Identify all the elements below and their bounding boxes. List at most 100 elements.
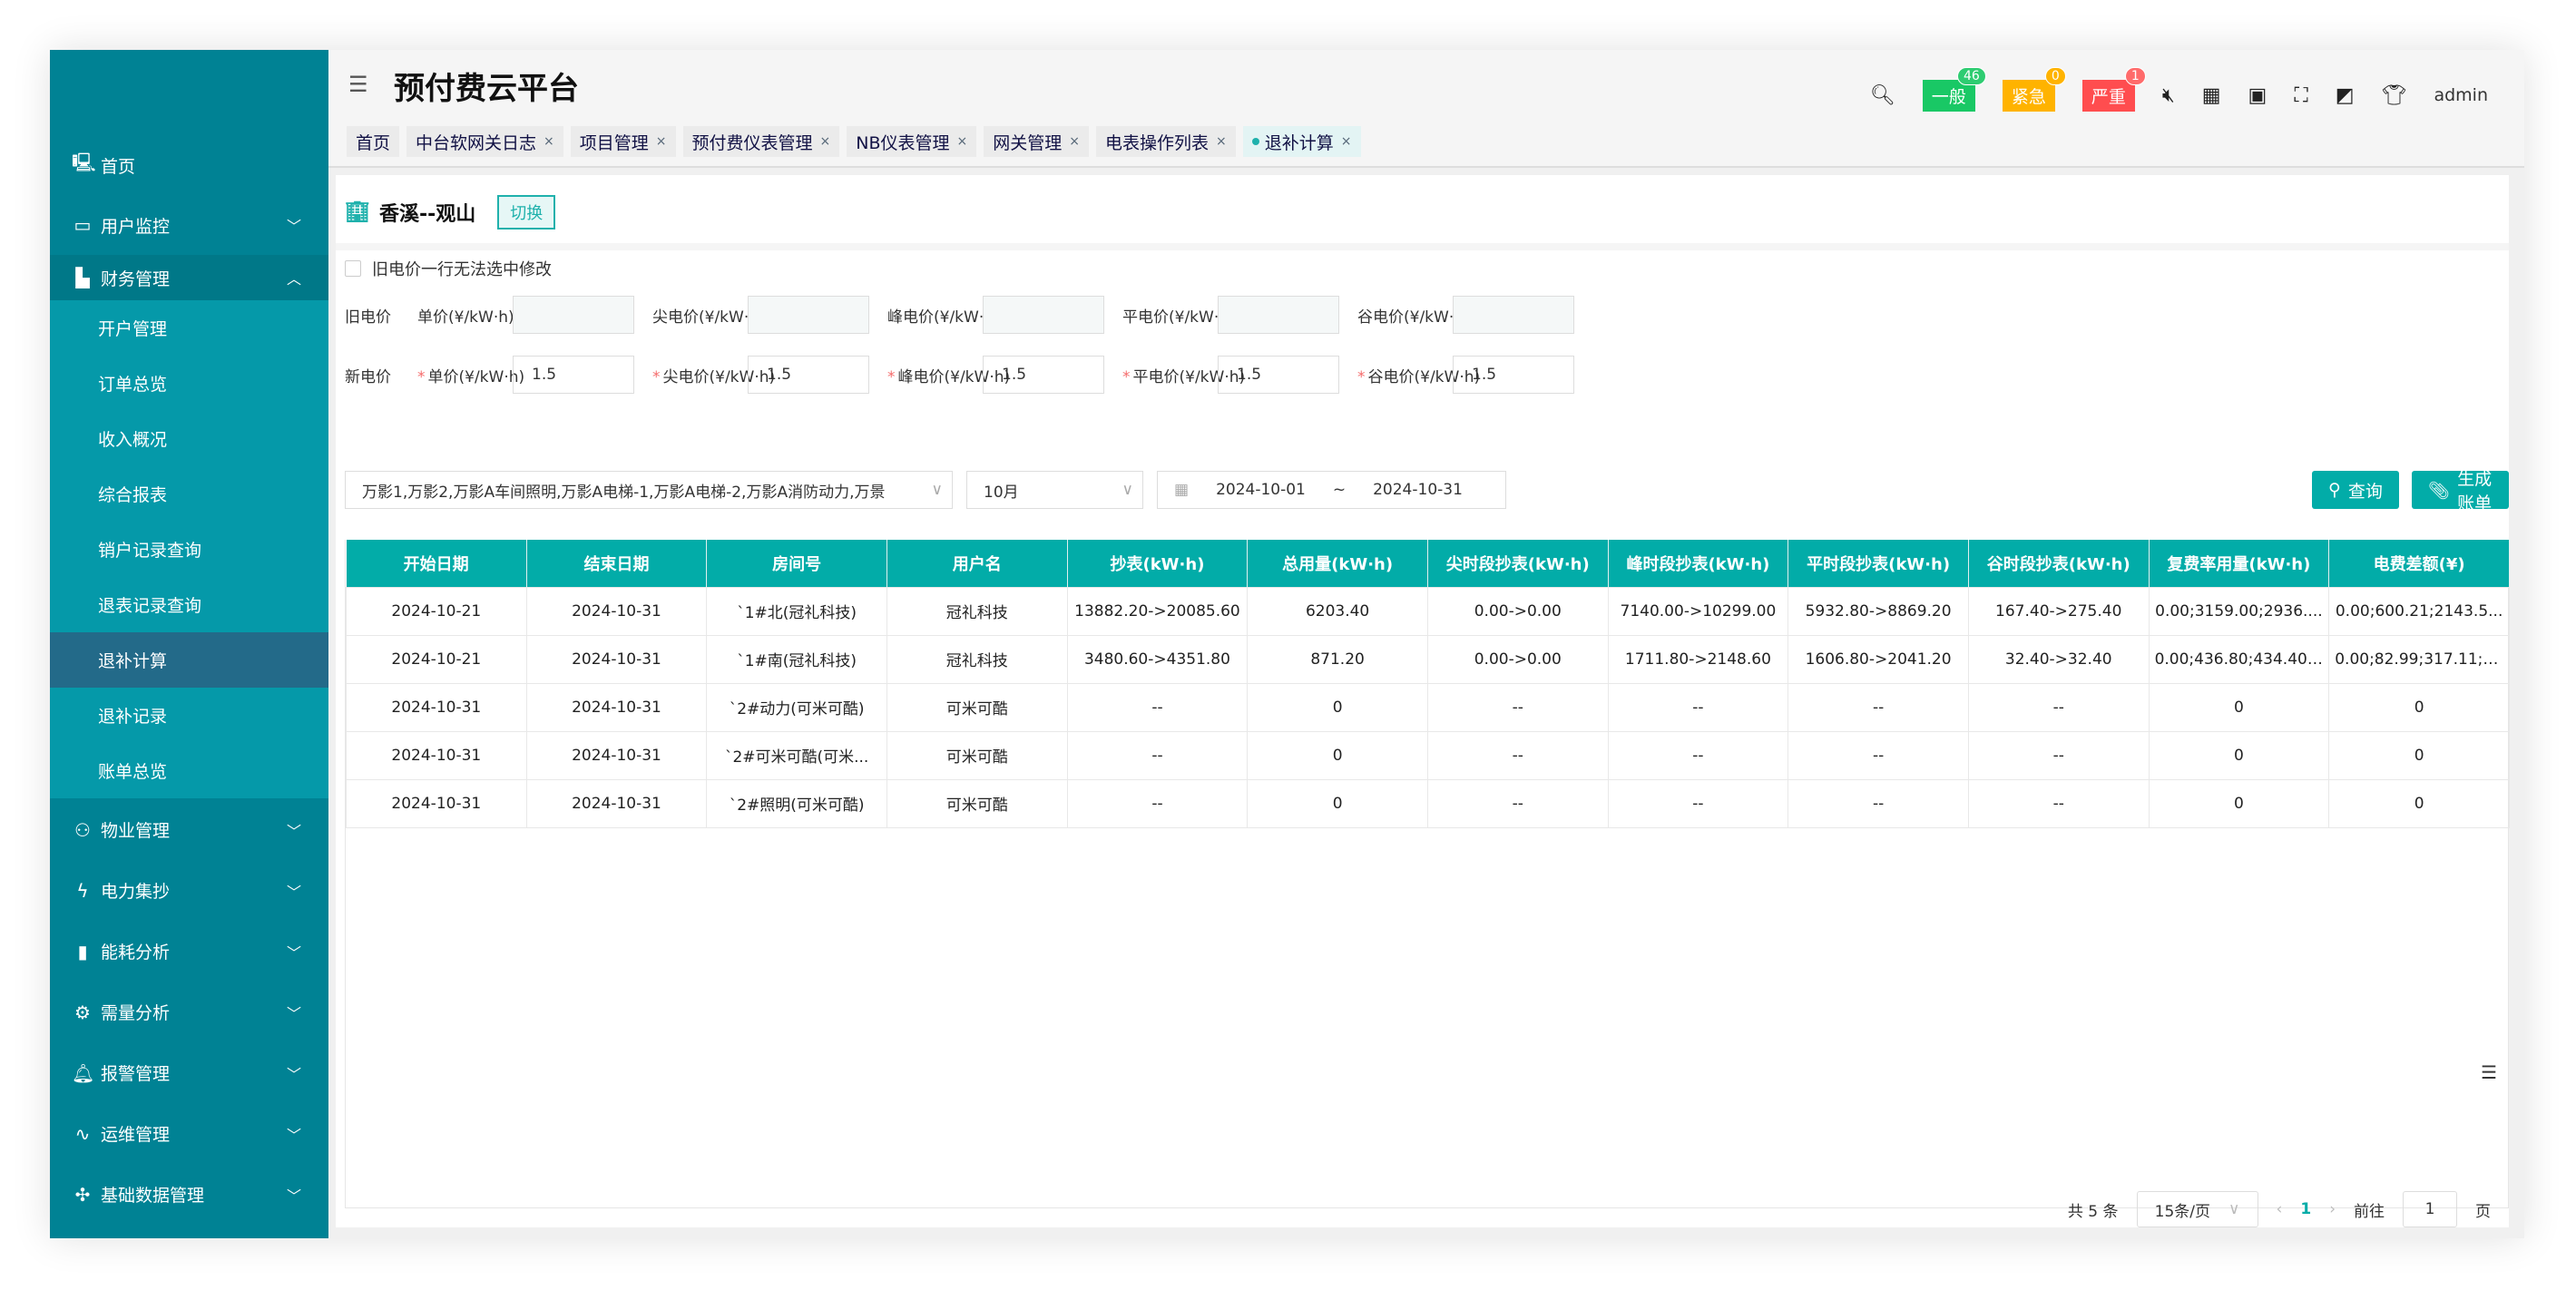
tab-退补计算[interactable]: 退补计算 × <box>1242 126 1361 157</box>
column-header[interactable]: 谷时段抄表(kW·h) <box>1968 540 2150 587</box>
dashboard-icon[interactable]: ▣ <box>2248 83 2267 107</box>
prev-page-icon[interactable]: ‹ <box>2276 1200 2283 1218</box>
sidebar-item-用户监控[interactable]: ▭ 用户监控 ﹀ <box>50 195 328 255</box>
table-cell: -- <box>1788 730 1969 780</box>
sidebar-item-首页[interactable]: 🖳 首页 <box>50 135 328 195</box>
close-icon[interactable]: × <box>544 134 554 149</box>
close-icon[interactable]: × <box>1216 134 1227 149</box>
table-cell: 0 <box>1247 778 1428 828</box>
table-row[interactable]: 2024-10-21 2024-10-31 `1#北(冠礼科技) 冠礼科技 13882.… <box>346 586 2510 636</box>
tab-预付费仪表管理[interactable]: 预付费仪表管理 × <box>682 126 840 157</box>
page-number[interactable]: 1 <box>2300 1200 2312 1218</box>
goto-page-input[interactable]: 1 <box>2403 1191 2457 1227</box>
sidebar-item-财务管理[interactable]: ▙ 财务管理 ︿ <box>50 255 328 300</box>
sidebar-item-运维管理[interactable]: ∿ 运维管理 ﹀ <box>50 1103 328 1164</box>
menu-toggle-icon[interactable]: ☰ <box>348 72 368 97</box>
month-select[interactable]: 10月 ∨ <box>966 471 1143 509</box>
table-cell: -- <box>1066 778 1249 828</box>
close-icon[interactable]: × <box>1069 134 1080 149</box>
sidebar-item-需量分析[interactable]: ⚙ 需量分析 ﹀ <box>50 982 328 1042</box>
price-input[interactable]: 1.5 <box>1218 356 1339 394</box>
column-header[interactable]: 房间号 <box>706 540 887 587</box>
generate-bill-button[interactable]: 📎︎ 生成账单 <box>2412 469 2509 513</box>
column-header[interactable]: 开始日期 <box>346 540 527 587</box>
tab-网关管理[interactable]: 网关管理 × <box>984 126 1089 157</box>
checkbox[interactable] <box>345 260 361 277</box>
price-field: 尖电价(¥/kW·h) <box>652 296 869 334</box>
sidebar-subitem[interactable]: 退补记录 <box>50 688 328 743</box>
column-header[interactable]: 峰时段抄表(kW·h) <box>1608 540 1789 587</box>
sidebar-subitem[interactable]: 开户管理 <box>50 300 328 356</box>
close-icon[interactable]: × <box>655 134 667 149</box>
sidebar-item-电力集抄[interactable]: ϟ 电力集抄 ﹀ <box>50 860 328 921</box>
alert-severe-badge[interactable]: 严重 1 <box>2081 66 2146 112</box>
column-settings-icon[interactable]: ☰ <box>2481 1061 2497 1083</box>
required-mark: * <box>887 367 896 386</box>
tab-NB仪表管理[interactable]: NB仪表管理 × <box>847 126 977 157</box>
query-button[interactable]: ⚲ 查询 <box>2312 471 2399 509</box>
sidebar-item-报警管理[interactable]: 🔔︎ 报警管理 ﹀ <box>50 1042 328 1103</box>
next-page-icon[interactable]: › <box>2329 1200 2336 1218</box>
sidebar-subitem[interactable]: 退补计算 <box>50 632 328 688</box>
table-row[interactable]: 2024-10-31 2024-10-31 `2#可米可酷(可米... 可米可酷 -- 0… <box>346 730 2510 780</box>
end-date[interactable]: 2024-10-31 <box>1373 481 1463 499</box>
column-header[interactable]: 复费率用量(kW·h) <box>2149 540 2330 587</box>
fullscreen-icon[interactable]: ⛶ <box>2294 83 2308 107</box>
price-input[interactable]: 1.5 <box>513 356 634 394</box>
column-header[interactable]: 平时段抄表(kW·h) <box>1788 540 1969 587</box>
meter-select[interactable]: 万影1,万影2,万影A车间照明,万影A电梯-1,万影A电梯-2,万影A消防动力,… <box>345 471 953 509</box>
column-header[interactable]: 电费差额(¥) <box>2328 540 2510 587</box>
qrcode-icon[interactable]: ▦ <box>2201 83 2221 107</box>
sidebar-subitem[interactable]: 销户记录查询 <box>50 522 328 577</box>
total-count: 共 5 条 <box>2067 1202 2119 1221</box>
switch-project-button[interactable]: 切换 <box>497 195 556 230</box>
chevron-down-icon: ﹀ <box>286 1004 301 1022</box>
price-input[interactable]: 1.5 <box>748 356 869 394</box>
sidebar-subitem[interactable]: 退表记录查询 <box>50 577 328 632</box>
price-input[interactable]: 1.5 <box>1453 356 1574 394</box>
close-icon[interactable]: × <box>1340 134 1352 149</box>
column-header[interactable]: 结束日期 <box>526 540 708 587</box>
tab-电表操作列表[interactable]: 电表操作列表 × <box>1096 126 1236 157</box>
sidebar-item-基础数据管理[interactable]: ✣ 基础数据管理 ﹀ <box>50 1164 328 1225</box>
screen-icon: ▭ <box>73 214 92 236</box>
tab-项目管理[interactable]: 项目管理 × <box>570 126 676 157</box>
date-range-picker[interactable]: ▦ 2024-10-01 ~2024-10-31 <box>1157 471 1506 509</box>
user-name[interactable]: admin <box>2434 85 2488 105</box>
start-date[interactable]: 2024-10-01 <box>1216 481 1306 499</box>
alert-urgent-badge[interactable]: 紧急 0 <box>2002 66 2066 112</box>
close-icon[interactable]: × <box>819 134 831 149</box>
sidebar-subitem[interactable]: 订单总览 <box>50 356 328 411</box>
language-icon[interactable]: ◩ <box>2335 83 2355 107</box>
old-price-lock-checkbox[interactable]: 旧电价一行无法选中修改 <box>345 257 552 280</box>
price-label-text: 峰电价(¥/kW·h) <box>887 308 1000 327</box>
table-row[interactable]: 2024-10-31 2024-10-31 `2#动力(可米可酷) 可米可酷 -- 0 --… <box>346 682 2510 732</box>
table-row[interactable]: 2024-10-31 2024-10-31 `2#照明(可米可酷) 可米可酷 -- 0 --… <box>346 778 2510 828</box>
search-icon[interactable]: 🔍︎ <box>1869 83 1895 107</box>
page-size-select[interactable]: 15条/页 ∨ <box>2136 1191 2258 1227</box>
price-field-label: * 谷电价(¥/kW·h) <box>1357 364 1480 386</box>
sidebar-item-label: 基础数据管理 <box>101 1186 205 1206</box>
table-cell: 2024-10-31 <box>346 730 527 780</box>
sidebar-subitem[interactable]: 综合报表 <box>50 466 328 522</box>
column-header[interactable]: 抄表(kW·h) <box>1067 540 1249 587</box>
column-header[interactable]: 用户名 <box>886 540 1068 587</box>
tab-首页[interactable]: 首页 <box>347 126 400 157</box>
price-input[interactable]: 1.5 <box>983 356 1104 394</box>
mute-icon[interactable]: 🔇︎ <box>2161 83 2175 107</box>
column-header[interactable]: 总用量(kW·h) <box>1247 540 1428 587</box>
theme-shirt-icon[interactable]: 👕︎ <box>2381 83 2407 107</box>
sidebar-item-能耗分析[interactable]: ▮ 能耗分析 ﹀ <box>50 921 328 982</box>
table-row[interactable]: 2024-10-21 2024-10-31 `1#南(冠礼科技) 冠礼科技 3480.6… <box>346 634 2510 684</box>
sidebar-subitem[interactable]: 账单总览 <box>50 743 328 798</box>
column-header[interactable]: 尖时段抄表(kW·h) <box>1427 540 1609 587</box>
close-icon[interactable]: × <box>956 134 968 149</box>
tab-label: 网关管理 <box>993 132 1063 153</box>
price-field: * 峰电价(¥/kW·h) 1.5 <box>887 356 1104 394</box>
search-icon: ⚲ <box>2328 480 2341 500</box>
alert-general-badge[interactable]: 一般 46 <box>1922 66 1986 112</box>
required-mark: * <box>417 367 426 386</box>
sidebar-item-物业管理[interactable]: ⚇ 物业管理 ﹀ <box>50 799 328 860</box>
sidebar-subitem[interactable]: 收入概况 <box>50 411 328 466</box>
tab-中台软网关日志[interactable]: 中台软网关日志 × <box>406 126 563 157</box>
